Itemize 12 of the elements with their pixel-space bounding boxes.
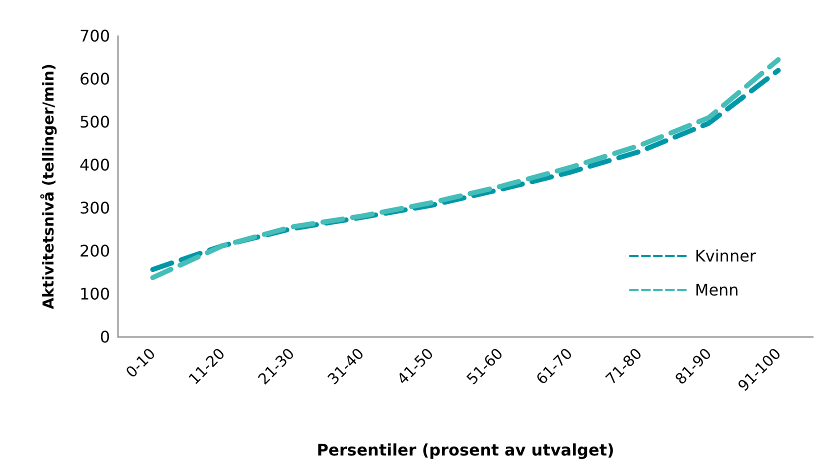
y-tick-label: 300 <box>79 198 110 218</box>
legend-label: Menn <box>694 280 739 300</box>
y-axis-title: Aktivitetsnivå (tellinger/min) <box>40 64 58 310</box>
y-tick-label: 400 <box>79 156 110 174</box>
y-tick-label: 500 <box>79 112 110 132</box>
y-tick-label: 700 <box>79 26 110 46</box>
x-axis-title: Persentiler (prosent av utvalget) <box>316 440 614 460</box>
y-tick-label: 100 <box>79 284 110 304</box>
y-tick-label: 600 <box>79 70 110 88</box>
y-tick-label: 200 <box>79 242 110 260</box>
legend-label: Kvinner <box>694 246 756 266</box>
y-tick-label: 0 <box>100 328 110 346</box>
